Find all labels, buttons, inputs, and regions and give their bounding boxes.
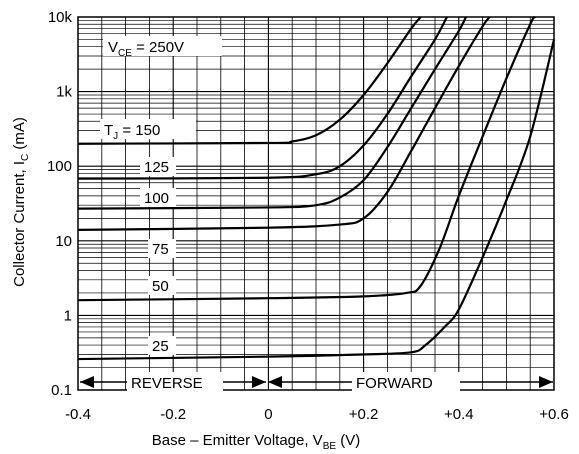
label-75-bg [148,239,176,258]
reverse-label-bg [127,372,223,392]
x-tick-label: +0.4 [444,406,474,423]
tj-label: TJ = 150 [104,122,160,142]
y-axis-title: Collector Current, IC (mA) [11,117,31,287]
curve-label-50: 50 [152,278,169,295]
series-curve-50 [77,16,536,302]
x-axis-title: Base – Emitter Voltage, VBE (V) [152,432,360,452]
curve-label-75: 75 [152,241,169,258]
plot-frame [77,16,555,391]
tj-label-bg [100,119,196,139]
forward-label: FORWARD [356,375,433,392]
x-tick-label: +0.2 [349,406,379,423]
forward-arrow-head-left [268,376,282,388]
series-curve-25 [77,39,556,361]
label-25-bg [148,336,176,355]
curve-label-100: 100 [144,190,169,207]
forward-arrow: FORWARD [268,372,553,392]
y-tick-label: 1 [64,307,72,324]
series-curve-150 [77,16,422,145]
reverse-label: REVERSE [131,375,203,392]
y-tick-label: 10 [55,233,72,250]
vce-label-bg [103,36,222,56]
label-100-bg [140,188,176,207]
vce-label: VCE = 250V [108,39,184,59]
reverse-arrow-head-right [252,376,266,388]
y-tick-label: 1k [56,84,72,101]
series-curve-75 [77,16,491,231]
label-50-bg [148,276,176,295]
forward-label-bg [352,372,460,392]
y-tick-label: 100 [47,158,72,175]
x-tick-label: 0 [264,406,272,423]
series-curve-125 [77,16,448,180]
y-tick-label: 0.1 [51,382,72,399]
curve-label-25: 25 [152,338,169,355]
y-tick-label: 10k [48,9,73,26]
annotations: VCE = 250V TJ = 150 125 100 75 50 25 REV… [80,36,553,392]
curves [77,16,556,361]
label-125-bg [140,157,176,176]
x-tick-label: -0.4 [65,406,91,423]
forward-arrow-head-right [539,376,553,388]
x-tick-label: +0.6 [539,406,569,423]
x-tick-label: -0.2 [160,406,186,423]
tick-labels: -0.4 -0.2 0 +0.2 +0.4 +0.6 0.1 1 10 100 1k 10k [47,9,569,423]
reverse-arrow: REVERSE [80,372,266,392]
reverse-arrow-head-left [80,376,94,388]
series-curve-100 [77,16,467,210]
curve-label-125: 125 [144,159,169,176]
